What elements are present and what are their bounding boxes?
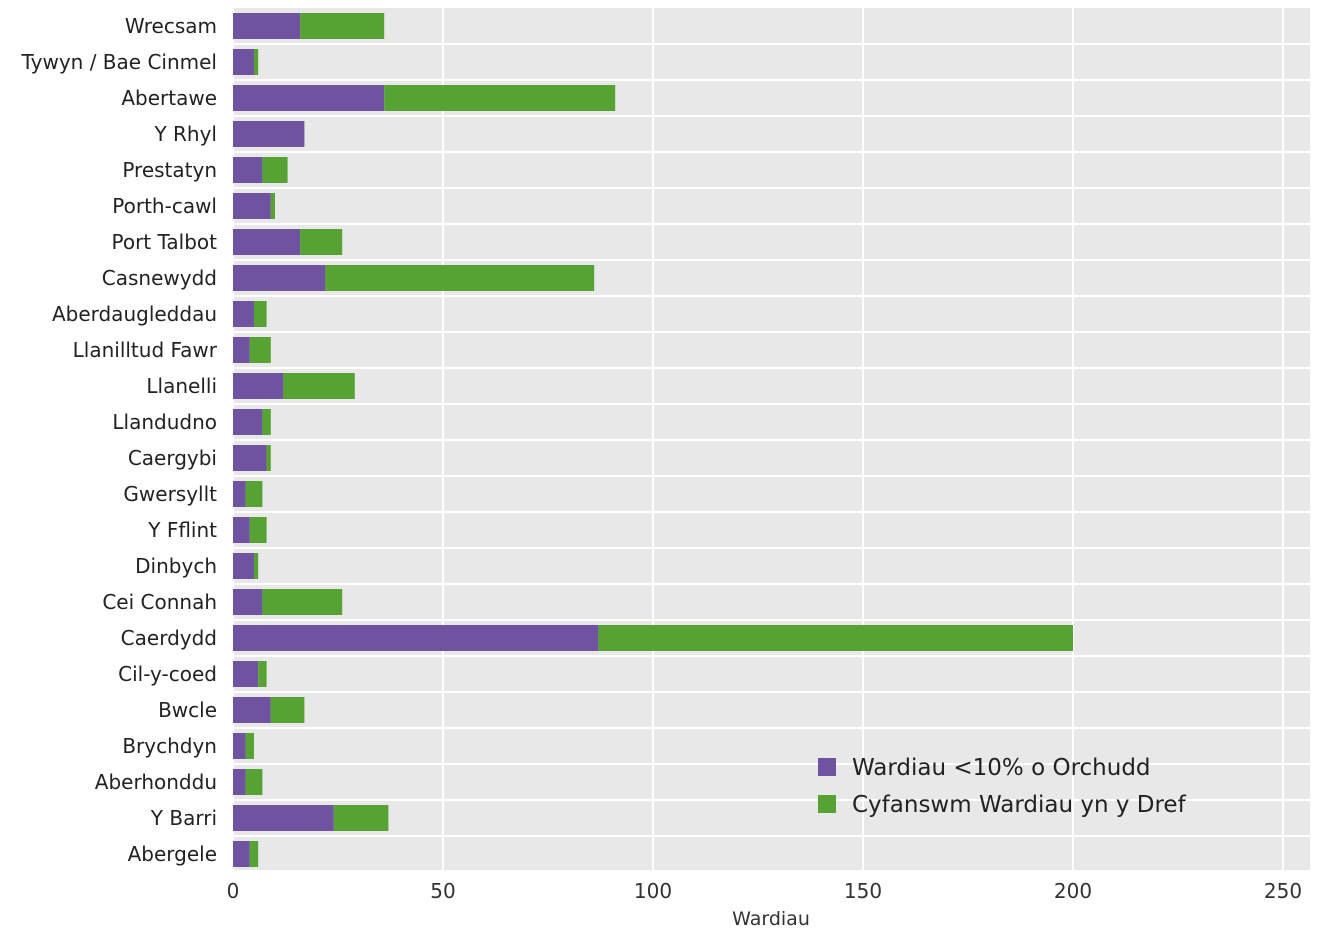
category-label: Cei Connah (102, 590, 217, 614)
bar-segment-total (258, 661, 267, 687)
category-label: Y Fflint (147, 518, 217, 542)
category-label: Aberhonddu (95, 770, 217, 794)
bar-segment-total (384, 85, 616, 111)
category-label: Brychdyn (122, 734, 217, 758)
bar-segment-under-10pct (233, 265, 326, 291)
bar-segment-under-10pct (233, 841, 250, 867)
category-label: Bwcle (158, 698, 217, 722)
category-label: Llanilltud Fawr (73, 338, 218, 362)
bar-segment-under-10pct (233, 229, 301, 255)
category-label: Tywyn / Bae Cinmel (21, 50, 217, 74)
bar-segment-under-10pct (233, 409, 263, 435)
bar-segment-under-10pct (233, 301, 254, 327)
bar-segment-under-10pct (233, 697, 271, 723)
category-label: Llanelli (146, 374, 217, 398)
bar-segment-total (254, 553, 259, 579)
bar-segment-total (300, 13, 385, 39)
x-tick-label: 50 (430, 879, 455, 903)
bar-segment-under-10pct (233, 625, 599, 651)
bar-segment-under-10pct (233, 661, 259, 687)
bar-segment-total (249, 841, 259, 867)
bar-segment-under-10pct (233, 157, 263, 183)
category-labels: Wrecsam Tywyn / Bae Cinmel Abertawe Y Rhyl P… (21, 14, 218, 866)
category-label: Prestatyn (122, 158, 217, 182)
bar-segment-total (254, 49, 259, 75)
legend-label: Cyfanswm Wardiau yn y Dref (852, 792, 1187, 818)
bar-segment-total (262, 589, 343, 615)
category-label: Port Talbot (112, 230, 218, 254)
category-label: Porth-cawl (112, 194, 217, 218)
bar-segment-under-10pct (233, 733, 246, 759)
bar-segment-total (283, 373, 355, 399)
category-label: Caergybi (128, 446, 217, 470)
category-label: Gwersyllt (123, 482, 217, 506)
bar-segment-under-10pct (233, 49, 254, 75)
bar-segment-under-10pct (233, 85, 385, 111)
x-tick-label: 200 (1054, 879, 1092, 903)
bar-segment-total (266, 445, 271, 471)
category-label: Wrecsam (125, 14, 217, 38)
bar-segment-total (245, 769, 263, 795)
bar-segment-under-10pct (233, 13, 301, 39)
bar-segment-under-10pct (233, 481, 246, 507)
bar-segment-under-10pct (233, 337, 250, 363)
x-tick-label: 0 (227, 879, 240, 903)
category-label: Abertawe (121, 86, 217, 110)
legend-swatch (818, 795, 836, 813)
bar-segment-total (245, 481, 263, 507)
bar-segment-total (333, 805, 389, 831)
x-axis-title: Wardiau (732, 908, 810, 928)
bars (233, 13, 1073, 867)
bar-segment-under-10pct (233, 589, 263, 615)
legend-swatch (818, 758, 836, 776)
category-label: Llandudno (112, 410, 217, 434)
bar-segment-under-10pct (233, 769, 246, 795)
x-tick-label: 250 (1264, 879, 1302, 903)
bar-segment-total (300, 229, 343, 255)
bar-segment-under-10pct (233, 373, 284, 399)
bar-segment-total (245, 733, 254, 759)
bar-segment-under-10pct (233, 193, 271, 219)
category-label: Cil-y-coed (118, 662, 217, 686)
bar-segment-total (249, 517, 267, 543)
category-label: Abergele (128, 842, 217, 866)
bar-segment-total (262, 409, 271, 435)
bar-segment-total (262, 157, 288, 183)
category-label: Aberdaugleddau (52, 302, 217, 326)
gridlines (232, 8, 1310, 870)
category-label: Caerdydd (121, 626, 217, 650)
x-tick-label: 150 (844, 879, 882, 903)
bar-segment-total (270, 193, 275, 219)
bar-segment-under-10pct (233, 553, 254, 579)
legend: Wardiau <10% o Orchudd Cyfanswm Wardiau y… (818, 755, 1187, 818)
category-label: Y Barri (150, 806, 217, 830)
bar-segment-total (270, 697, 305, 723)
category-label: Casnewydd (102, 266, 217, 290)
legend-label: Wardiau <10% o Orchudd (852, 755, 1151, 781)
x-tick-label: 100 (634, 879, 672, 903)
bar-segment-total (598, 625, 1073, 651)
bar-segment-under-10pct (233, 445, 267, 471)
bar-segment-under-10pct (233, 517, 250, 543)
bar-segment-under-10pct (233, 121, 305, 147)
bar-segment-total (249, 337, 271, 363)
bar-segment-total (254, 301, 267, 327)
bar-segment-under-10pct (233, 805, 334, 831)
bar-segment-total (325, 265, 595, 291)
category-label: Dinbych (135, 554, 217, 578)
x-axis-ticks: 0 50 100 150 200 250 (227, 879, 1302, 903)
category-label: Y Rhyl (153, 122, 217, 146)
